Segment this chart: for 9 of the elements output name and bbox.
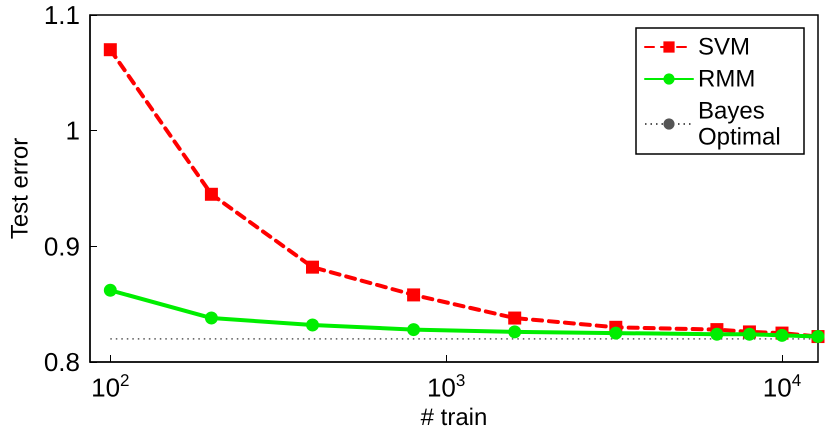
y-axis-title: Test error [6, 138, 34, 240]
x-axis-title: # train [420, 404, 488, 431]
legend-label: SVM [698, 34, 750, 60]
y-tick-label: 0.8 [44, 347, 80, 377]
y-tick-label: 0.9 [44, 231, 80, 262]
y-tick-label: 1.1 [44, 0, 80, 30]
legend-label: RMM [698, 66, 756, 92]
legend-label: Bayes Optimal [698, 98, 781, 150]
y-tick-label: 1 [66, 116, 80, 146]
